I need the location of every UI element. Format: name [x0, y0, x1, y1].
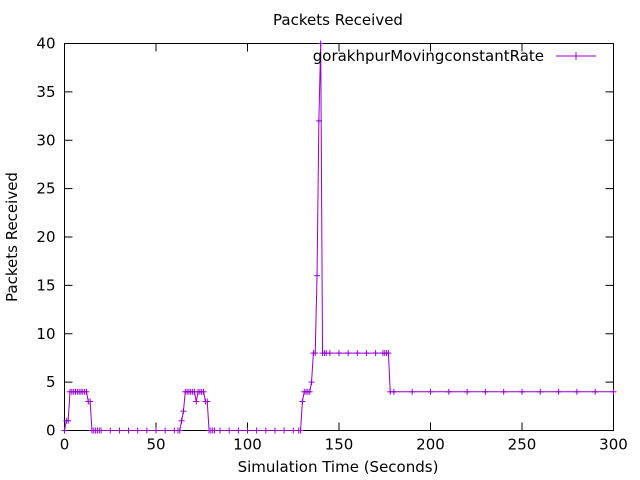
y-axis-ticks: 0 5 10 15 20 25 30 35 40: [36, 35, 614, 440]
x-tick-label: 50: [146, 436, 165, 454]
data-point: [312, 350, 319, 357]
x-tick-label: 150: [325, 436, 354, 454]
data-point: [83, 388, 90, 395]
data-point: [244, 427, 251, 434]
data-point: [385, 350, 392, 357]
y-tick-label: 15: [36, 276, 55, 294]
data-point: [299, 398, 306, 405]
data-point: [427, 388, 434, 395]
y-tick-label: 0: [46, 422, 56, 440]
data-point: [226, 427, 233, 434]
data-point: [153, 427, 159, 434]
data-point: [573, 388, 580, 395]
data-point: [162, 427, 169, 434]
data-point: [306, 388, 313, 395]
data-point: [314, 272, 321, 279]
chart-title: Packets Received: [273, 11, 403, 29]
data-point: [308, 379, 315, 386]
data-point: [464, 388, 471, 395]
data-point: [87, 398, 94, 405]
legend: gorakhpurMovingconstantRate: [313, 47, 596, 65]
data-point: [610, 388, 617, 395]
y-tick-label: 30: [36, 131, 55, 149]
data-point: [116, 427, 123, 434]
data-point: [193, 398, 200, 405]
legend-marker: [572, 52, 580, 60]
data-point: [326, 350, 333, 357]
y-tick-label: 40: [36, 35, 55, 53]
data-point: [200, 388, 207, 395]
data-point: [107, 427, 114, 434]
data-point: [235, 427, 242, 434]
x-axis-label: Simulation Time (Seconds): [238, 458, 439, 476]
data-point: [555, 388, 562, 395]
series-layer: [61, 40, 617, 434]
data-point: [363, 350, 370, 357]
data-point: [390, 388, 397, 395]
data-point: [125, 427, 132, 434]
data-point: [217, 427, 224, 434]
x-tick-label: 200: [416, 436, 445, 454]
data-point: [61, 427, 68, 434]
data-point: [65, 417, 72, 424]
data-point: [178, 417, 185, 424]
y-tick-label: 10: [36, 325, 55, 343]
series-line: [64, 43, 614, 431]
data-point: [482, 388, 489, 395]
data-point: [98, 427, 105, 434]
data-point: [297, 427, 304, 434]
data-point: [537, 388, 544, 395]
data-point: [372, 350, 379, 357]
data-point: [336, 350, 342, 357]
data-point: [271, 427, 278, 434]
data-point: [345, 350, 352, 357]
data-point: [176, 427, 183, 434]
data-point: [445, 388, 452, 395]
data-point: [180, 408, 187, 415]
x-tick-label: 100: [233, 436, 262, 454]
data-point: [315, 117, 322, 124]
data-point: [500, 388, 507, 395]
x-tick-label: 0: [60, 436, 70, 454]
y-axis-label: Packets Received: [3, 172, 21, 302]
data-point: [253, 427, 260, 434]
data-point: [592, 388, 599, 395]
data-point: [143, 427, 150, 434]
data-point: [409, 388, 416, 395]
data-point: [262, 427, 269, 434]
data-point: [204, 398, 211, 405]
x-axis-ticks: 0 50 100 150 200 250 300: [60, 43, 628, 454]
data-point: [281, 427, 288, 434]
y-tick-label: 20: [36, 228, 55, 246]
data-point: [354, 350, 361, 357]
y-tick-label: 25: [36, 180, 55, 198]
y-tick-label: 35: [36, 83, 55, 101]
plot-frame: [64, 43, 614, 431]
data-point: [317, 40, 324, 47]
data-point: [290, 427, 297, 434]
data-point: [519, 388, 525, 395]
data-point: [134, 427, 141, 434]
x-tick-label: 300: [599, 436, 628, 454]
legend-label: gorakhpurMovingconstantRate: [313, 47, 544, 65]
y-tick-label: 5: [46, 373, 56, 391]
x-tick-label: 250: [508, 436, 537, 454]
data-point: [211, 427, 218, 434]
